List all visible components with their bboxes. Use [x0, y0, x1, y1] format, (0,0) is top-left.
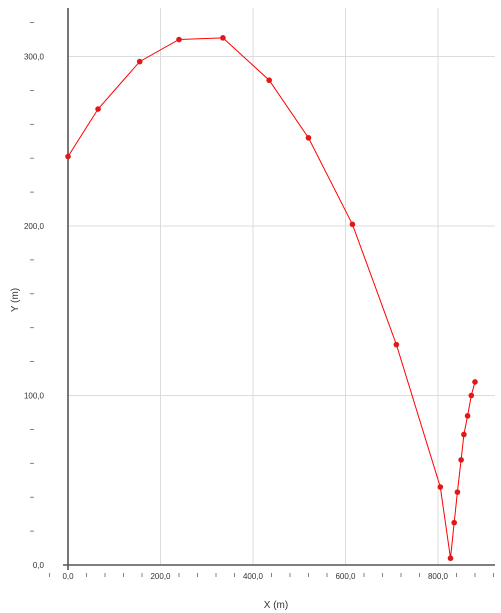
data-point-1 — [95, 106, 101, 112]
y-tick-label-3: 300,0 — [24, 53, 45, 62]
data-point-4 — [220, 35, 226, 41]
data-point-3 — [176, 36, 182, 43]
ticks-layer: 0,0 200,0 400,0 600,0 800,0 0,0 100,0 200,0 300,… — [24, 22, 494, 581]
data-point-10 — [447, 555, 454, 562]
grid-layer — [68, 8, 495, 565]
x-tick-label-2: 400,0 — [243, 572, 264, 581]
data-point-0 — [65, 153, 71, 160]
data-point-15 — [464, 413, 471, 419]
data-point-2 — [136, 58, 143, 65]
x-tick-label-0: 0,0 — [62, 572, 74, 581]
y-tick-label-2: 200,0 — [24, 222, 45, 231]
data-point-9 — [437, 484, 444, 490]
y-axis-label: Y (m) — [10, 288, 21, 312]
y-tick-label-0: 0,0 — [33, 561, 45, 570]
x-tick-label-1: 200,0 — [150, 572, 171, 581]
axes-layer — [63, 8, 495, 570]
data-point-14 — [461, 431, 467, 438]
x-tick-label-3: 600,0 — [335, 572, 356, 581]
x-axis-label: X (m) — [264, 600, 288, 611]
data-point-8 — [393, 341, 400, 348]
series-layer — [65, 35, 478, 562]
data-point-12 — [454, 489, 461, 495]
data-point-17 — [472, 379, 478, 385]
data-point-6 — [305, 135, 312, 141]
data-point-7 — [349, 221, 356, 228]
data-point-5 — [266, 77, 272, 84]
data-point-11 — [451, 519, 457, 526]
y-tick-label-1: 100,0 — [24, 392, 45, 401]
x-tick-label-4: 800,0 — [428, 572, 449, 581]
data-point-16 — [468, 392, 475, 399]
data-point-13 — [458, 457, 464, 463]
series-line-0 — [67, 37, 476, 559]
